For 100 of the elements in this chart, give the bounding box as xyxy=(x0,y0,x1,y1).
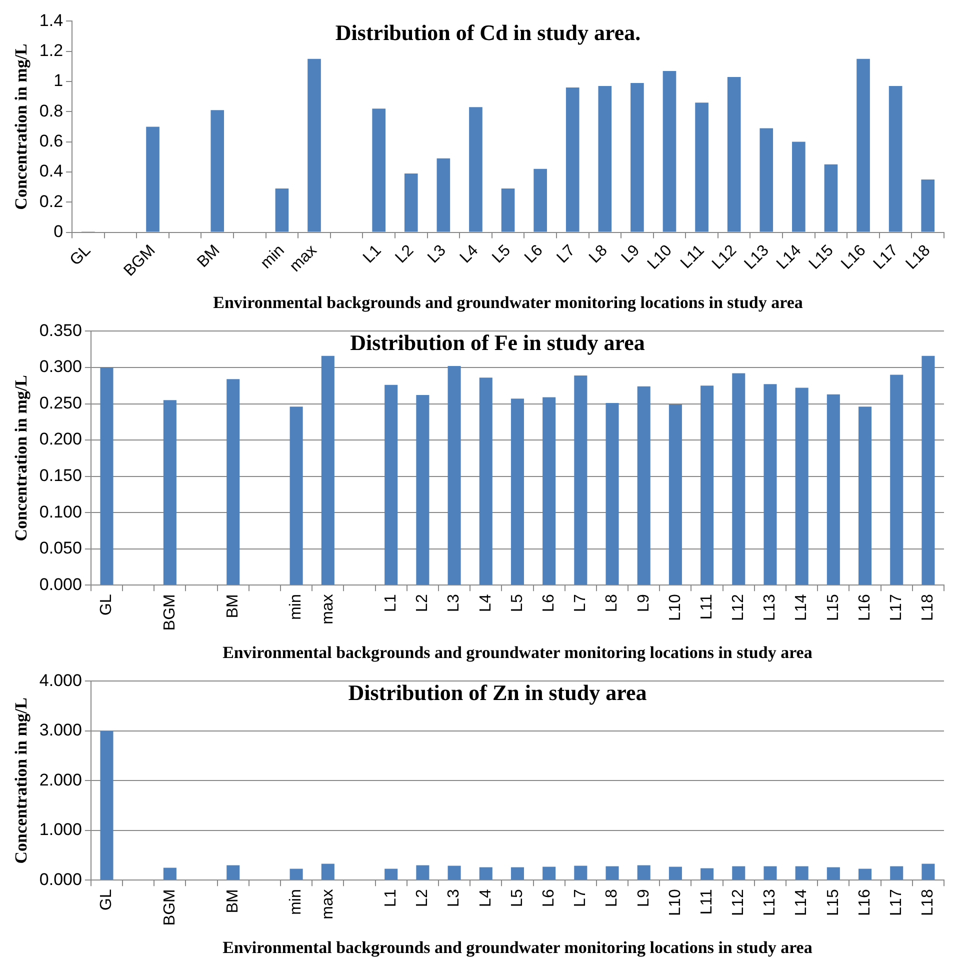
bar xyxy=(732,866,746,880)
x-tick-label: GL xyxy=(67,242,94,270)
y-tick-label: 4.000 xyxy=(39,670,82,690)
bar xyxy=(308,58,321,232)
bar xyxy=(732,373,746,585)
bar xyxy=(792,142,806,232)
bar xyxy=(764,384,777,585)
bar xyxy=(890,866,904,880)
y-tick-label: 0.000 xyxy=(39,870,82,889)
y-tick-label: 0.150 xyxy=(39,466,82,486)
x-tick-label: L6 xyxy=(522,242,546,267)
x-tick-label: L13 xyxy=(741,242,772,273)
y-tick-label: 3.000 xyxy=(39,720,82,740)
x-tick-label: L2 xyxy=(392,242,418,267)
bar xyxy=(290,868,303,880)
bar xyxy=(695,102,708,232)
x-tick-label: L8 xyxy=(604,594,621,612)
x-tick-label: L9 xyxy=(618,242,644,267)
x-tick-label: L3 xyxy=(446,889,463,907)
bar xyxy=(226,865,240,880)
bar xyxy=(764,866,777,880)
x-tick-label: L14 xyxy=(793,889,810,916)
x-tick-label: L5 xyxy=(508,889,526,907)
bar xyxy=(372,108,386,232)
bar xyxy=(448,366,461,585)
x-tick-label: L13 xyxy=(762,594,779,621)
x-tick-label: min xyxy=(258,242,288,272)
x-tick-label: L12 xyxy=(730,594,748,621)
x-tick-label: L17 xyxy=(888,594,906,621)
y-tick-label: 0.050 xyxy=(39,538,82,558)
bar xyxy=(662,70,676,232)
x-tick-label: min xyxy=(288,594,305,620)
x-tick-label: L6 xyxy=(540,594,558,612)
bar xyxy=(922,864,935,880)
bar xyxy=(275,188,289,232)
x-tick-label: L17 xyxy=(888,889,906,916)
bar xyxy=(479,378,492,585)
x-tick-label: L3 xyxy=(424,242,450,267)
bar xyxy=(637,865,650,880)
bar xyxy=(826,394,840,585)
bar xyxy=(795,866,808,880)
y-tick-label: 1.2 xyxy=(39,41,64,60)
bar xyxy=(146,126,160,232)
x-tick-label: L18 xyxy=(902,242,934,273)
x-tick-label: L12 xyxy=(709,242,740,273)
bar xyxy=(606,866,619,880)
bar xyxy=(479,867,492,880)
x-tick-label: L4 xyxy=(457,242,482,267)
bar xyxy=(542,866,556,880)
bar xyxy=(210,110,224,232)
x-tick-label: BGM xyxy=(161,594,178,631)
bar xyxy=(100,367,114,585)
y-tick-label: 0.8 xyxy=(39,101,64,120)
bar xyxy=(510,867,524,880)
x-tick-label: L4 xyxy=(477,594,494,612)
x-tick-label: L11 xyxy=(678,242,708,272)
x-tick-label: BM xyxy=(194,242,224,271)
x-tick-label: L9 xyxy=(635,889,652,907)
y-tick-label: 0.200 xyxy=(39,430,82,449)
x-tick-label: L1 xyxy=(360,242,385,267)
x-tick-label: L8 xyxy=(586,242,611,267)
bar xyxy=(448,866,461,880)
x-tick-label: L18 xyxy=(920,594,937,621)
chart-title: Distribution of Fe in study area xyxy=(350,330,645,355)
x-tick-label: L4 xyxy=(477,889,494,907)
x-tick-label: L2 xyxy=(414,594,432,612)
x-tick-label: L16 xyxy=(856,594,874,621)
bar xyxy=(100,730,114,880)
y-tick-label: 0.100 xyxy=(39,502,82,522)
bar xyxy=(795,388,808,585)
bar xyxy=(436,158,450,232)
bar xyxy=(700,386,714,585)
x-axis-title: Environmental backgrounds and groundwater monitoring locations in study area xyxy=(222,938,813,958)
x-tick-label: L1 xyxy=(382,889,400,907)
bar xyxy=(384,868,398,880)
x-tick-label: L8 xyxy=(604,889,621,907)
x-tick-label: max xyxy=(319,594,336,624)
x-tick-label: L7 xyxy=(554,242,579,267)
x-tick-label: L17 xyxy=(870,242,902,273)
bar xyxy=(856,58,870,232)
x-tick-label: max xyxy=(286,242,320,276)
x-tick-label: L14 xyxy=(793,594,810,621)
x-tick-label: BM xyxy=(224,594,242,618)
y-tick-label: 2.000 xyxy=(39,770,82,790)
bar xyxy=(637,386,650,585)
bar xyxy=(824,164,838,232)
bar xyxy=(921,179,935,232)
x-tick-label: GL xyxy=(98,889,116,910)
x-tick-label: L16 xyxy=(856,889,874,916)
bar xyxy=(469,107,482,232)
x-axis-title: Environmental backgrounds and groundwater monitoring locations in study area xyxy=(222,643,813,662)
x-tick-label: GL xyxy=(98,594,116,616)
x-tick-label: L11 xyxy=(698,889,716,915)
bar xyxy=(290,406,303,585)
bar xyxy=(416,395,430,585)
y-axis-title: Concentration in mg/L xyxy=(12,44,31,210)
x-tick-label: L5 xyxy=(489,242,514,267)
bar xyxy=(727,76,741,232)
y-tick-label: 0.000 xyxy=(39,574,82,594)
bar xyxy=(858,868,872,880)
